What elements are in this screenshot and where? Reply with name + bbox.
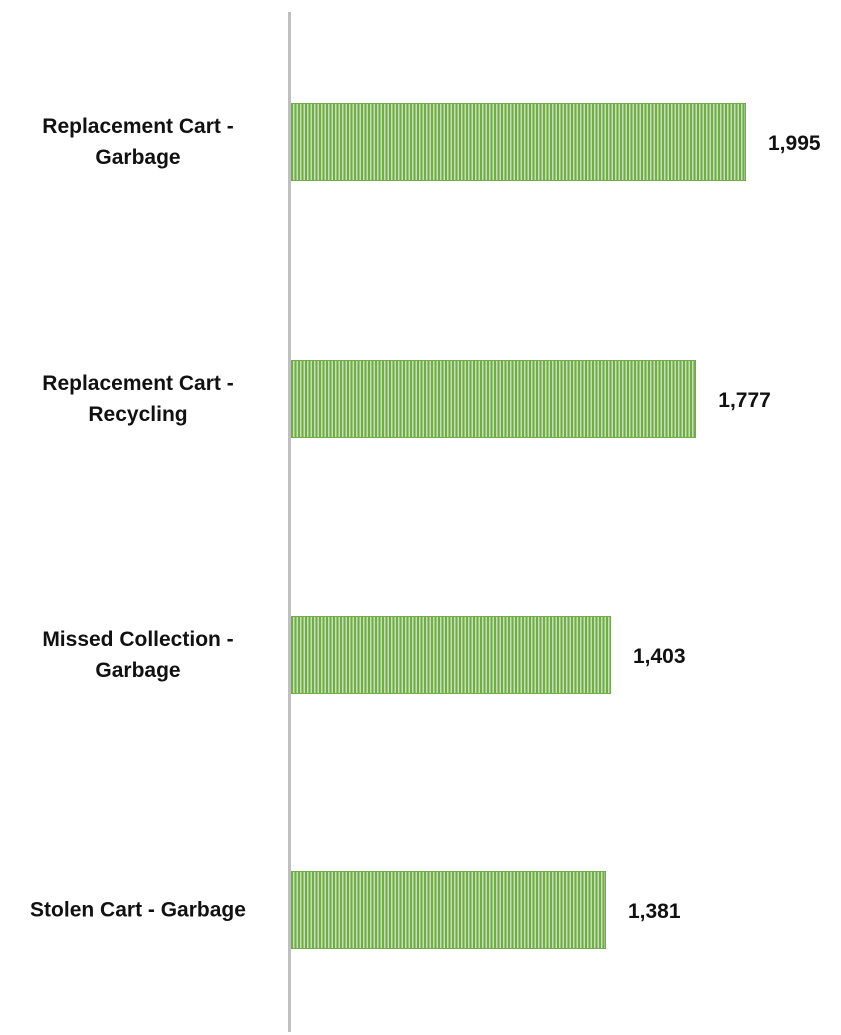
category-label: Replacement Cart - Garbage bbox=[42, 115, 234, 169]
category-label: Missed Collection - Garbage bbox=[42, 628, 234, 682]
data-label: 1,381 bbox=[627, 900, 681, 923]
data-label: 1,995 bbox=[768, 132, 821, 155]
bar bbox=[291, 103, 746, 181]
bar bbox=[291, 616, 611, 694]
data-label: 1,777 bbox=[718, 389, 771, 412]
category-label: Replacement Cart - Recycling bbox=[42, 372, 234, 426]
bar bbox=[291, 360, 697, 438]
category-label: Stolen Cart - Garbage bbox=[30, 898, 246, 922]
data-label: 1,403 bbox=[632, 645, 686, 668]
category-axis bbox=[288, 12, 291, 1032]
bar bbox=[291, 871, 606, 949]
